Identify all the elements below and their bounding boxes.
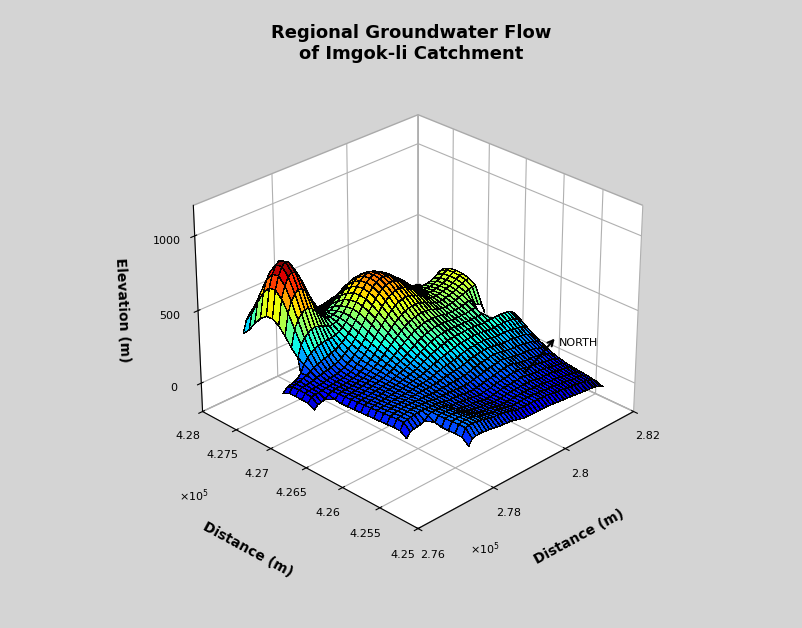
X-axis label: Distance (m): Distance (m) — [531, 507, 626, 567]
Text: $\times10^5$: $\times10^5$ — [469, 541, 499, 558]
Y-axis label: Distance (m): Distance (m) — [200, 519, 295, 580]
Text: $\times10^5$: $\times10^5$ — [179, 488, 209, 504]
Title: Regional Groundwater Flow
of Imgok-li Catchment: Regional Groundwater Flow of Imgok-li Ca… — [271, 24, 551, 63]
Text: NORTH: NORTH — [558, 338, 597, 348]
